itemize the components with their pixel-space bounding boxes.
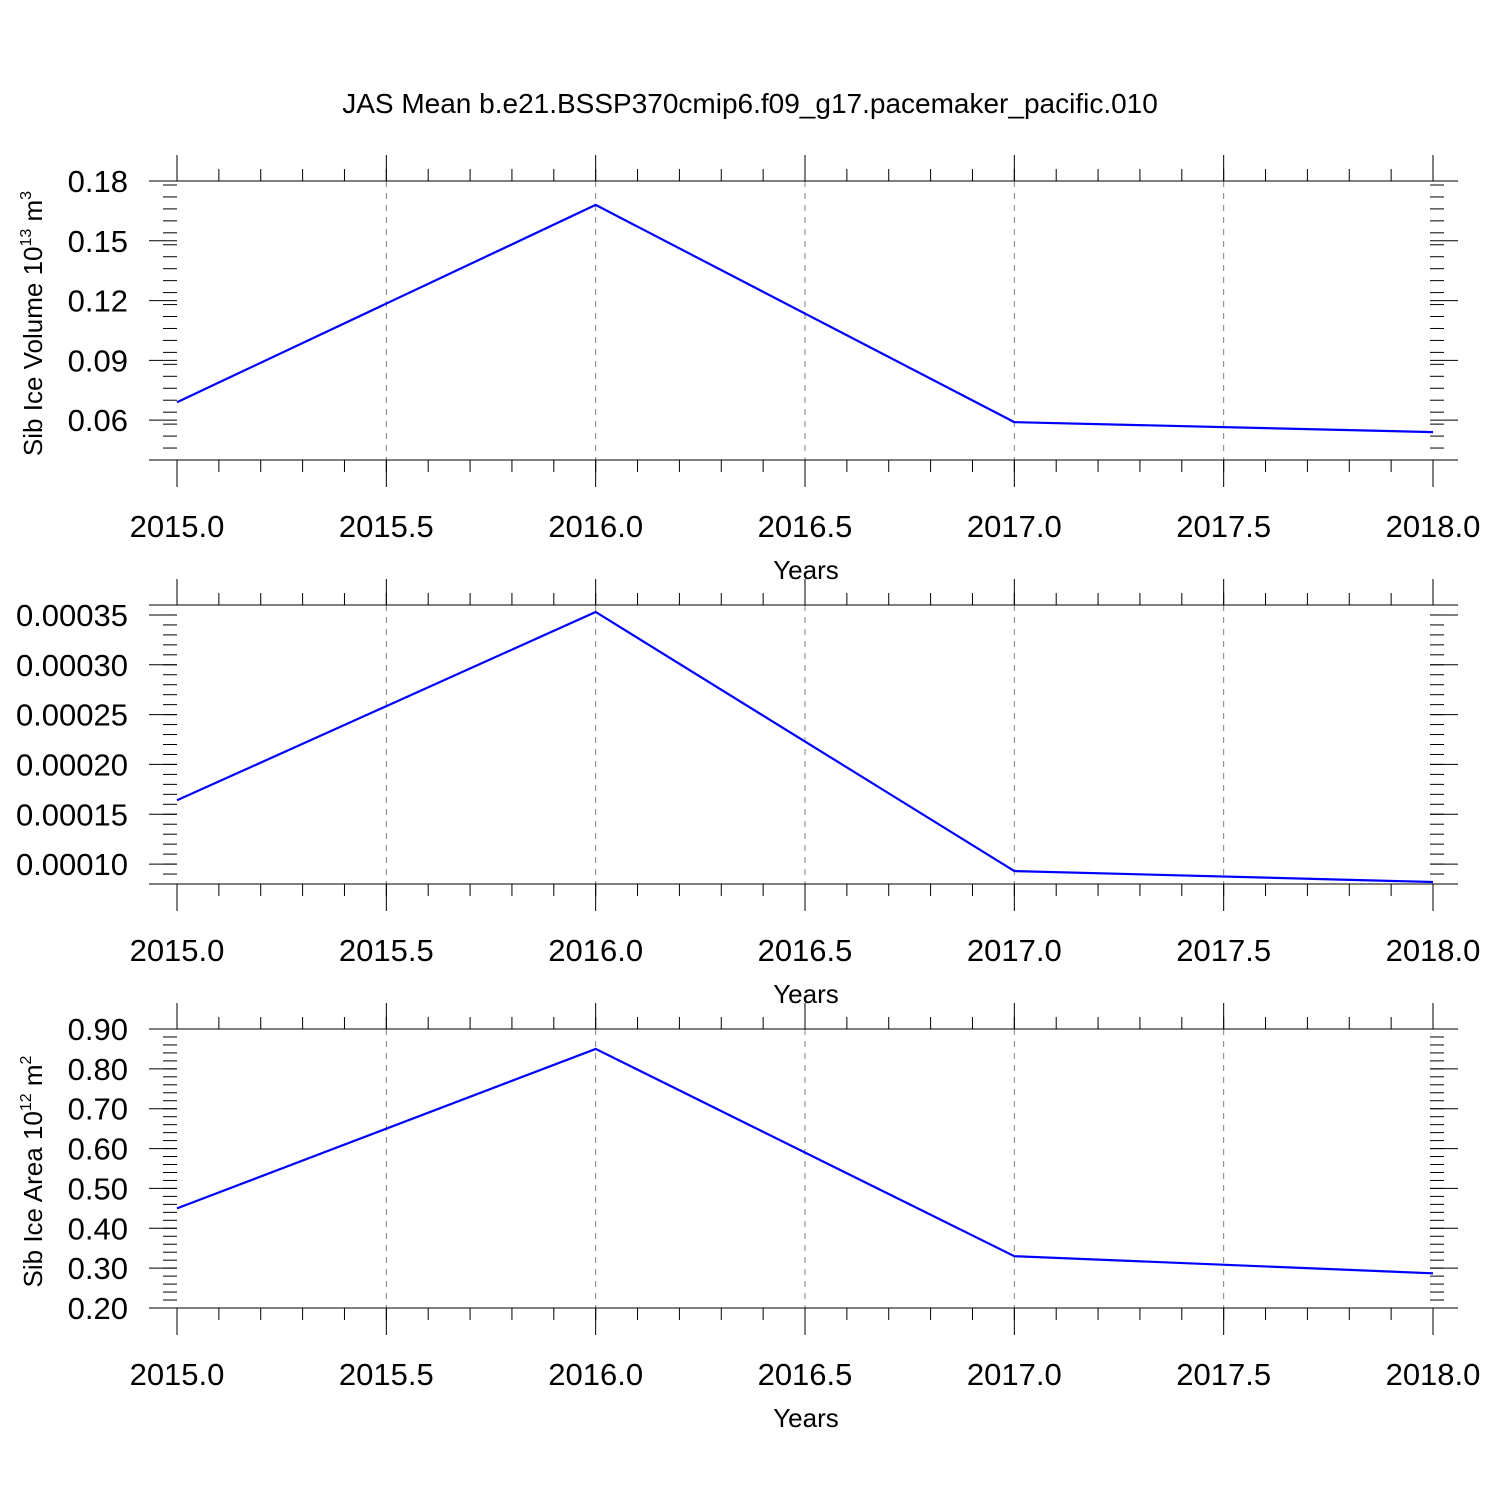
x-tick-label: 2015.0	[130, 1357, 225, 1392]
x-tick-label: 2016.5	[758, 1357, 853, 1392]
x-tick-label: 2015.5	[339, 1357, 434, 1392]
x-tick-label: 2016.5	[758, 933, 853, 968]
x-tick-label: 2018.0	[1386, 509, 1481, 544]
x-tick-label: 2017.5	[1176, 509, 1271, 544]
figure-title: JAS Mean b.e21.BSSP370cmip6.f09_g17.pace…	[342, 88, 1158, 119]
x-tick-label: 2015.0	[130, 509, 225, 544]
x-tick-label: 2017.5	[1176, 1357, 1271, 1392]
x-axis-title: Years	[773, 1403, 839, 1433]
x-axis-title: Years	[773, 979, 839, 1009]
x-axis-title: Years	[773, 555, 839, 585]
series-line	[176, 610, 1434, 884]
y-tick-label: 0.90	[68, 1012, 128, 1047]
chart-panel-1: 0.06 0.09 0.12 0.15 0.18 2015.0 2015.5 2016.0 20…	[18, 155, 1480, 585]
x-tick-label: 2018.0	[1386, 1357, 1481, 1392]
y-tick-label: 0.30	[68, 1251, 128, 1286]
x-tick-label: 2017.0	[967, 1357, 1062, 1392]
y-tick-label: 0.40	[68, 1211, 128, 1246]
y-tick-label: 0.18	[68, 164, 128, 199]
x-tick-label: 2015.5	[339, 933, 434, 968]
y-tick-label: 0.00015	[16, 797, 128, 832]
chart-panel-2: 0.00010 0.00015 0.00020 0.00025 0.00030 0.000…	[16, 579, 1480, 1009]
x-tick-label: 2015.0	[130, 933, 225, 968]
y-tick-label: 0.00030	[16, 648, 128, 683]
x-tick-label: 2018.0	[1386, 933, 1481, 968]
y-tick-label: 0.80	[68, 1052, 128, 1087]
series-line	[176, 1047, 1434, 1275]
y-axis-title: Sib Ice Area 1012 m2	[18, 1055, 48, 1287]
y-tick-label: 0.50	[68, 1171, 128, 1206]
y-tick-label: 0.70	[68, 1092, 128, 1127]
y-tick-label: 0.00010	[16, 847, 128, 882]
y-tick-label: 0.00025	[16, 698, 128, 733]
y-tick-label: 0.60	[68, 1132, 128, 1167]
y-tick-label: 0.00020	[16, 747, 128, 782]
series-line	[176, 203, 1434, 434]
x-tick-label: 2017.0	[967, 509, 1062, 544]
x-tick-label: 2016.0	[548, 1357, 643, 1392]
y-tick-label: 0.09	[68, 343, 128, 378]
y-tick-label: 0.20	[68, 1291, 128, 1326]
x-tick-label: 2015.5	[339, 509, 434, 544]
x-tick-label: 2017.0	[967, 933, 1062, 968]
y-tick-label: 0.00035	[16, 598, 128, 633]
y-tick-label: 0.12	[68, 284, 128, 319]
y-axis-title: Sib Ice Volume 1013 m3	[18, 191, 48, 456]
x-tick-label: 2017.5	[1176, 933, 1271, 968]
chart-panel-3: 0.20 0.30 0.40 0.50 0.60 0.70 0.80 0.90 2015.0 20…	[18, 1003, 1480, 1433]
y-tick-label: 0.15	[68, 224, 128, 259]
x-tick-label: 2016.0	[548, 933, 643, 968]
x-tick-label: 2016.0	[548, 509, 643, 544]
x-tick-label: 2016.5	[758, 509, 853, 544]
y-tick-label: 0.06	[68, 403, 128, 438]
